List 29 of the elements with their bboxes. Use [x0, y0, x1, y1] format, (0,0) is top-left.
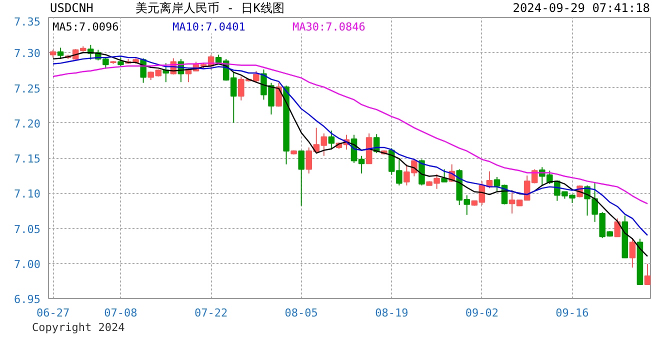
chart-subtitle: USDCNH — [50, 1, 94, 15]
chart-title: 美元离岸人民币 - 日K线图 — [134, 0, 286, 17]
x-tick-label: 07-08 — [104, 306, 138, 320]
candlestick — [57, 47, 64, 60]
candlestick — [328, 130, 335, 150]
text: MA5:7.0096 — [52, 20, 119, 34]
x-tick-label: 08-19 — [375, 306, 408, 320]
x-tick-label: 09-02 — [465, 306, 499, 320]
y-tick-label: 7.30 — [14, 47, 41, 60]
x-tick-label: 08-05 — [284, 306, 318, 320]
text: Copyright 2024 — [32, 320, 126, 336]
y-tick-label: 7.05 — [14, 222, 41, 236]
x-tick-label: 09-16 — [556, 306, 589, 320]
y-tick-label: 7.00 — [14, 258, 41, 271]
y-tick-label: 7.15 — [14, 152, 41, 166]
text: MA30:7.0846 — [292, 20, 366, 34]
y-tick-label: 7.20 — [14, 117, 41, 130]
text: MA10:7.0401 — [172, 20, 246, 34]
y-tick-label: 7.25 — [14, 82, 41, 96]
candlestick — [629, 238, 636, 268]
candlestick — [644, 264, 650, 285]
text: 2024-09-29 07:41:18 — [512, 0, 650, 17]
candlestick — [298, 150, 304, 206]
y-tick-label: 7.10 — [14, 188, 41, 201]
y-tick-label: 6.95 — [14, 293, 41, 306]
x-tick-label: 06-27 — [36, 306, 70, 320]
y-tick-label: 7.35 — [14, 16, 41, 28]
x-tick-label: 07-22 — [194, 306, 228, 320]
candlestick — [441, 168, 448, 182]
